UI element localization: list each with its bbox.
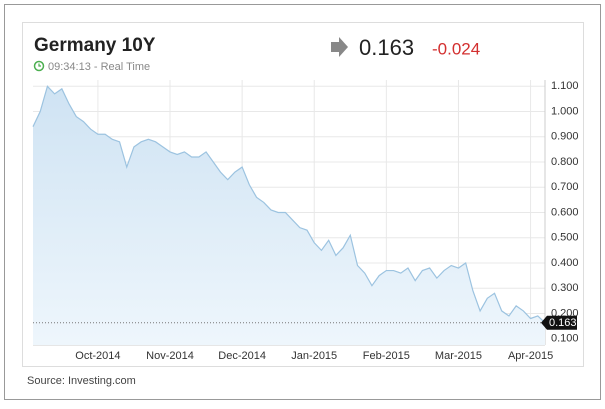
- x-tick-label: Jan-2015: [291, 350, 337, 362]
- y-tick-label: 1.000: [551, 105, 579, 117]
- last-value-tag: [541, 315, 577, 330]
- x-tick-label: Feb-2015: [363, 350, 410, 362]
- source-note: Source: Investing.com: [27, 375, 136, 387]
- arrow-icon: [331, 37, 348, 57]
- y-tick-label: 1.100: [551, 80, 579, 92]
- line: [32, 85, 546, 324]
- clock-icon: [33, 60, 45, 72]
- x-tick-label: Nov-2014: [146, 350, 194, 362]
- x-tick-label: Apr-2015: [508, 350, 553, 362]
- y-tick-label: 0.100: [551, 333, 579, 345]
- area: [33, 86, 545, 346]
- y-tick-label: 0.500: [551, 232, 579, 244]
- chart-title: Germany 10Y: [34, 35, 156, 56]
- x-tick-label: Oct-2014: [75, 350, 120, 362]
- y-tick-label: 0.900: [551, 131, 579, 143]
- clock-hands: [38, 63, 41, 67]
- price-change: -0.024: [432, 39, 480, 58]
- y-tick-label: 0.800: [551, 156, 579, 168]
- y-tick-label: 0.300: [551, 282, 579, 294]
- y-tick-label: 0.600: [551, 206, 579, 218]
- x-tick-label: Dec-2014: [218, 350, 266, 362]
- time-label: 09:34:13 - Real Time: [48, 61, 150, 73]
- last-price: 0.163: [359, 35, 414, 60]
- x-tick-label: Mar-2015: [435, 350, 482, 362]
- y-tick-label: 0.700: [551, 181, 579, 193]
- y-tick-label: 0.400: [551, 257, 579, 269]
- last-value-label: 0.163: [549, 317, 577, 329]
